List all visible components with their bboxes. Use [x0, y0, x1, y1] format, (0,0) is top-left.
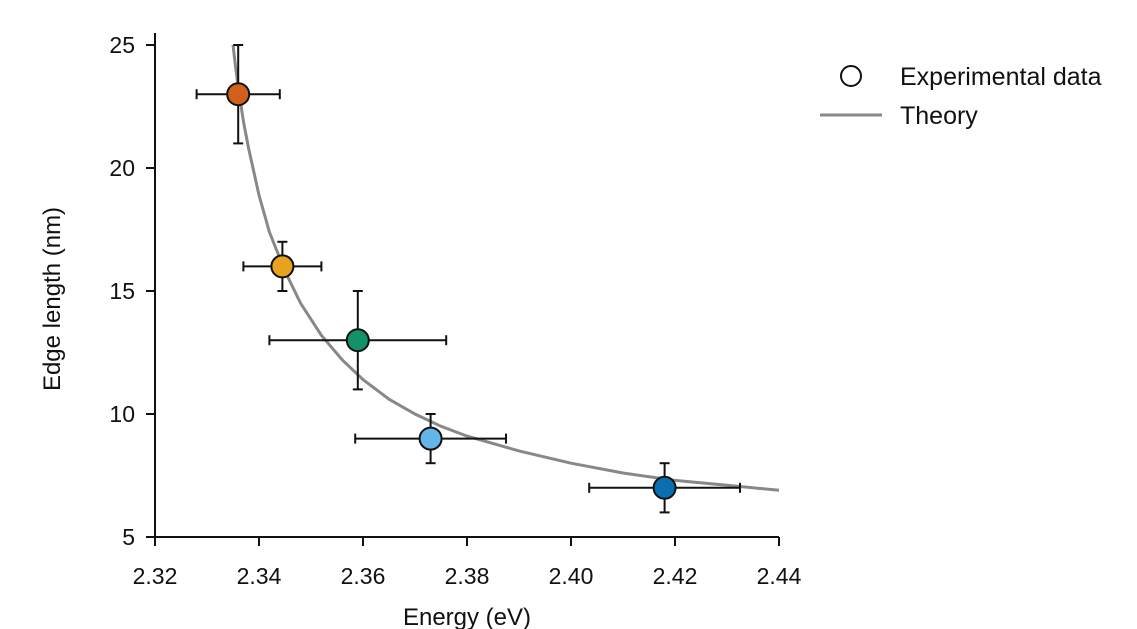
- x-tick-label: 2.32: [133, 563, 178, 589]
- data-point: [268, 290, 448, 391]
- data-point: [195, 44, 281, 145]
- data-point: [242, 240, 323, 292]
- x-tick-label: 2.44: [757, 563, 802, 589]
- x-tick-label: 2.42: [653, 563, 698, 589]
- legend-label-theory: Theory: [900, 102, 978, 130]
- axes: 2.32 2.34 2.36 2.38 2.40 2.42 2.44 5 10 15 20 25 E…: [39, 32, 802, 629]
- data-point: [588, 462, 741, 514]
- data-point-marker: [270, 254, 295, 279]
- legend-label-experimental: Experimental data: [900, 63, 1102, 91]
- data-point-marker: [226, 82, 251, 107]
- data-point-marker: [345, 328, 370, 353]
- y-ticks: 5 10 15 20 25: [109, 32, 155, 550]
- legend: Experimental data Theory: [820, 63, 1102, 130]
- data-point-marker: [418, 426, 443, 451]
- y-tick-label: 5: [122, 524, 135, 550]
- plot-area: [195, 44, 780, 514]
- x-ticks: 2.32 2.34 2.36 2.38 2.40 2.42 2.44: [133, 537, 802, 589]
- data-point-marker: [652, 475, 677, 500]
- x-axis-title: Energy (eV): [403, 604, 531, 629]
- x-tick-label: 2.36: [341, 563, 386, 589]
- y-tick-label: 20: [109, 155, 135, 181]
- x-tick-label: 2.34: [237, 563, 282, 589]
- x-tick-label: 2.38: [445, 563, 490, 589]
- y-tick-label: 25: [109, 32, 135, 58]
- x-tick-label: 2.40: [549, 563, 594, 589]
- data-point: [354, 413, 507, 465]
- data-points: [195, 44, 741, 514]
- theory-line: [231, 44, 780, 492]
- y-axis-title: Edge length (nm): [39, 207, 66, 391]
- y-tick-label: 15: [109, 278, 135, 304]
- legend-marker-experimental: [840, 65, 862, 87]
- y-tick-label: 10: [109, 401, 135, 427]
